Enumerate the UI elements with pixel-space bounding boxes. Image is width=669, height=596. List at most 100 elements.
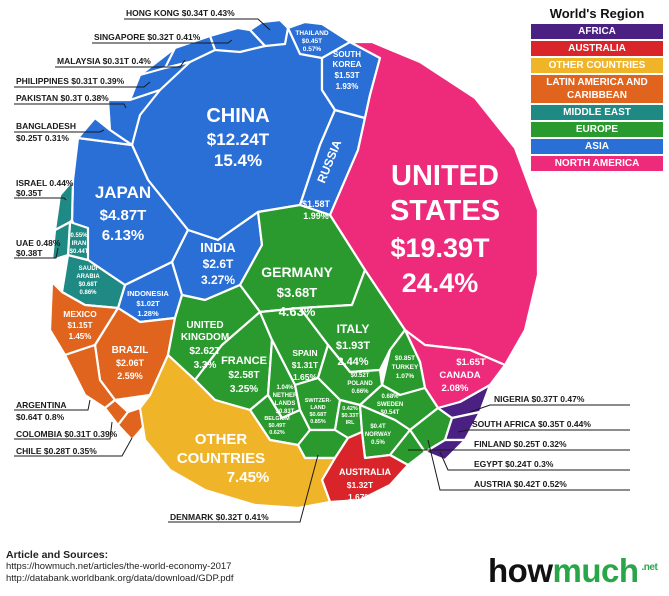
- switz-name-2: LAND: [310, 405, 325, 411]
- germany-gdp: $3.68T: [277, 285, 318, 300]
- poland-share: 0.66%: [351, 389, 369, 395]
- other-name-1: OTHER: [195, 431, 248, 448]
- cell-labels: UNITED STATES $19.39T 24.4% CHINA $12.24…: [63, 30, 500, 502]
- howmuch-logo: howmuch .net: [488, 552, 658, 590]
- italy-name: ITALY: [337, 322, 370, 336]
- legend-item-other-countries: OTHER COUNTRIES: [531, 58, 663, 75]
- cell-bangladesh: [76, 116, 134, 147]
- italy-gdp: $1.93T: [336, 340, 371, 352]
- switz-share: 0.85%: [310, 419, 326, 425]
- mexico-name: MEXICO: [63, 309, 97, 319]
- legend-item-europe: EUROPE: [531, 122, 663, 139]
- ext-south-africa: SOUTH AFRICA $0.35T 0.44%: [472, 419, 591, 429]
- iran-name: IRAN: [72, 241, 87, 247]
- legend-item-latin-america: LATIN AMERICA AND CARIBBEAN: [531, 75, 663, 105]
- legend-item-middle-east: MIDDLE EAST: [531, 105, 663, 122]
- leader-argentina: [14, 399, 91, 411]
- iran-share: 0.55%: [70, 233, 88, 239]
- saudi-name-2: ARABIA: [76, 274, 100, 280]
- turkey-name: TURKEY: [392, 364, 419, 371]
- uk-gdp: $2.62T: [189, 346, 220, 357]
- source-link-article[interactable]: https://howmuch.net/articles/the-world-e…: [6, 561, 232, 572]
- switz-name-1: SWITZER-: [305, 398, 332, 404]
- leader-pakistan: [14, 103, 127, 109]
- us-name-2: STATES: [390, 195, 500, 227]
- legend: World's Region AFRICA AUSTRALIA OTHER CO…: [531, 6, 663, 173]
- leader-uae: [14, 247, 59, 259]
- legend-title: World's Region: [549, 6, 645, 21]
- ext-hongkong: HONG KONG $0.34T 0.43%: [126, 8, 235, 18]
- turkey-gdp: $0.85T: [395, 355, 415, 362]
- mexico-share: 1.45%: [69, 332, 92, 341]
- canada-name: CANADA: [439, 370, 480, 381]
- cell-other-countries: [138, 353, 337, 510]
- other-share: 7.45%: [227, 469, 270, 486]
- uk-name-2: KINGDOM: [181, 332, 229, 343]
- ext-egypt: EGYPT $0.24T 0.3%: [474, 459, 554, 469]
- brazil-gdp: $2.06T: [116, 358, 145, 368]
- russia-gdp: $1.58T: [302, 199, 331, 209]
- sources: Article and Sources: https://howmuch.net…: [6, 549, 233, 585]
- france-gdp: $2.58T: [228, 370, 259, 381]
- us-share: 24.4%: [402, 268, 479, 298]
- saudi-share: 0.86%: [79, 290, 97, 296]
- mexico-gdp: $1.15T: [68, 321, 93, 330]
- germany-name: GERMANY: [261, 264, 333, 280]
- uk-share: 3.3%: [194, 360, 217, 371]
- uk-name-1: UNITED: [186, 320, 223, 331]
- leader-singapore: [92, 39, 233, 44]
- saudi-name-1: SAUDI: [79, 266, 98, 272]
- source-link-databank[interactable]: http://databank.worldbank.org/data/downl…: [6, 573, 234, 584]
- leader-south-africa: [457, 429, 630, 433]
- thailand-name: THAILAND: [295, 30, 329, 37]
- leader-denmark: [168, 454, 319, 523]
- ext-denmark: DENMARK $0.32T 0.41%: [170, 512, 269, 522]
- india-share: 3.27%: [201, 273, 235, 287]
- india-gdp: $2.6T: [203, 257, 234, 271]
- ireland-name: IRL: [346, 420, 356, 426]
- spain-gdp: $1.31T: [292, 360, 319, 370]
- ext-philippines: PHILIPPINES $0.31T 0.39%: [16, 76, 125, 86]
- iran-gdp: $0.44T: [70, 249, 89, 255]
- ext-bangladesh-2: $0.25T 0.31%: [16, 133, 69, 143]
- ext-uae-1: UAE 0.48%: [16, 238, 61, 248]
- cell-malaysia: [163, 34, 217, 70]
- norway-gdp: $0.4T: [370, 424, 386, 430]
- thailand-gdp: $0.45T: [302, 38, 322, 45]
- us-name-1: UNITED: [391, 160, 499, 192]
- ext-chile: CHILE $0.28T 0.35%: [16, 446, 97, 456]
- china-name: CHINA: [206, 105, 269, 127]
- sweden-gdp: $0.54T: [381, 410, 400, 416]
- spain-share: 1.65%: [293, 372, 318, 382]
- poland-gdp: $0.52T: [351, 373, 370, 379]
- belgium-gdp: $0.49T: [268, 423, 286, 429]
- australia-share: 1.67%: [348, 492, 373, 502]
- leader-colombia: [14, 421, 113, 440]
- norway-share: 0.5%: [371, 440, 385, 446]
- neth-name-2: LANDS: [275, 401, 296, 407]
- france-name: FRANCE: [221, 355, 267, 367]
- indonesia-gdp: $1.02T: [136, 299, 160, 308]
- us-gdp: $19.39T: [390, 233, 490, 263]
- brand-part-how: how: [488, 552, 553, 589]
- ext-pakistan: PAKISTAN $0.3T 0.38%: [16, 93, 109, 103]
- neth-gdp: $0.83T: [276, 409, 295, 415]
- china-gdp: $12.24T: [207, 130, 270, 149]
- ext-uae-2: $0.38T: [16, 248, 43, 258]
- ext-singapore: SINGAPORE $0.32T 0.41%: [94, 32, 201, 42]
- ext-austria: AUSTRIA $0.42T 0.52%: [474, 479, 567, 489]
- brand-suffix: .net: [641, 562, 658, 573]
- ireland-gdp: $0.33T: [341, 413, 359, 419]
- ext-nigeria: NIGERIA $0.37T 0.47%: [494, 394, 585, 404]
- japan-gdp: $4.87T: [100, 207, 147, 224]
- ext-finland: FINLAND $0.25T 0.32%: [474, 439, 567, 449]
- canada-share: 2.08%: [442, 383, 469, 394]
- canada-gdp: $1.65T: [456, 357, 486, 368]
- australia-gdp: $1.32T: [347, 480, 374, 490]
- korea-gdp: $1.53T: [335, 71, 360, 80]
- leader-nigeria: [469, 404, 630, 413]
- legend-item-north-america: NORTH AMERICA: [531, 156, 663, 173]
- korea-name-1: SOUTH: [333, 50, 361, 59]
- belgium-name: BELGIUM: [264, 416, 290, 422]
